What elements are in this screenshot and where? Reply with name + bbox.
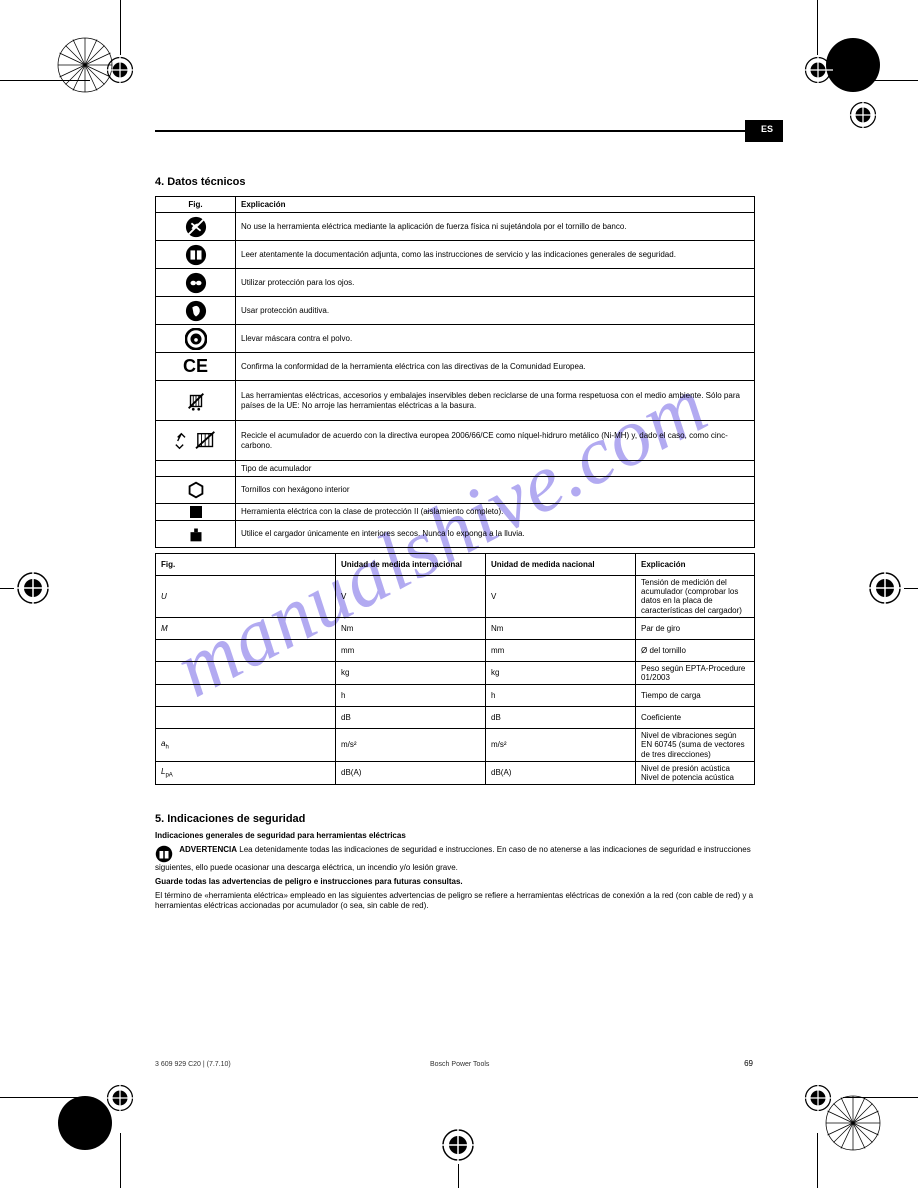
symbols-table: Fig. Explicación No use la herramienta e…: [155, 196, 755, 548]
spec-unit-intl: dB(A): [336, 761, 486, 784]
th-fig: Fig.: [156, 197, 236, 213]
spec-unit-intl: dB: [336, 707, 486, 729]
reg-mark-crosshair-tr2: [803, 55, 833, 85]
symbol-desc: Herramienta eléctrica con la clase de pr…: [236, 504, 755, 521]
spec-desc: Par de giro: [636, 617, 755, 639]
spec-symbol: [156, 639, 336, 661]
crop-line: [817, 0, 818, 55]
symbol-icon-goggles: [156, 269, 236, 297]
th-unit-intl: Unidad de medida internacional: [336, 554, 486, 576]
spec-unit-intl: mm: [336, 639, 486, 661]
safety-heading: Indicaciones generales de seguridad para…: [155, 831, 755, 841]
spec-desc: Peso según EPTA-Procedure 01/2003: [636, 661, 755, 684]
spec-desc: Ø del tornillo: [636, 639, 755, 661]
spec-desc: Tiempo de carga: [636, 685, 755, 707]
safety-warning-block: ADVERTENCIA Lea detenidamente todas las …: [155, 845, 755, 873]
spec-symbol: ah: [156, 729, 336, 762]
spec-symbol: M: [156, 617, 336, 639]
spec-desc: Coeficiente: [636, 707, 755, 729]
spec-desc: Tensión de medición del acumulador (comp…: [636, 576, 755, 618]
spec-unit-nat: V: [486, 576, 636, 618]
crop-line: [458, 1164, 459, 1188]
page-number: 69: [744, 1059, 753, 1068]
th-explanation: Explicación: [236, 197, 755, 213]
reg-mark-crosshair-bc: [440, 1127, 476, 1163]
symbol-icon-battery-recycle: [156, 421, 236, 461]
symbol-desc: Tornillos con hexágono interior: [236, 477, 755, 504]
spec-symbol: [156, 685, 336, 707]
symbol-icon-square: [156, 504, 236, 521]
crop-line: [0, 588, 14, 589]
reg-mark-crosshair-tr3: [848, 100, 878, 130]
spec-desc: Nivel de vibraciones según EN 60745 (sum…: [636, 729, 755, 762]
symbol-icon-no-hands: [156, 213, 236, 241]
reg-mark-crosshair-br2: [803, 1083, 833, 1113]
header-rule: [155, 130, 755, 132]
crop-line: [843, 80, 918, 81]
footer-doc-ref: 3 609 929 C20 | (7.7.10): [155, 1061, 231, 1068]
terminology-text: El término de «herramienta eléctrica» em…: [155, 891, 755, 911]
symbol-desc: Utilice el cargador únicamente en interi…: [236, 521, 755, 548]
symbol-icon-ear: [156, 297, 236, 325]
section-title-safety: 5. Indicaciones de seguridad: [155, 813, 755, 825]
symbol-icon-charger: [156, 521, 236, 548]
lang-tag: ES: [761, 124, 773, 134]
spec-desc: Nivel de presión acústica Nivel de poten…: [636, 761, 755, 784]
symbol-icon-manual: [156, 241, 236, 269]
reg-mark-crosshair-ml: [15, 570, 51, 606]
symbol-desc: Tipo de acumulador: [236, 461, 755, 477]
spec-unit-nat: kg: [486, 661, 636, 684]
symbol-icon-mask: [156, 325, 236, 353]
th-fig: Fig.: [156, 554, 336, 576]
spec-unit-nat: h: [486, 685, 636, 707]
symbol-desc: Usar protección auditiva.: [236, 297, 755, 325]
symbol-icon-ce: CE: [156, 353, 236, 381]
reg-mark-crosshair-mr: [867, 570, 903, 606]
spec-unit-intl: kg: [336, 661, 486, 684]
symbol-desc: Llevar máscara contra el polvo.: [236, 325, 755, 353]
manual-icon: [155, 845, 173, 863]
spec-unit-intl: m/s²: [336, 729, 486, 762]
spec-unit-nat: Nm: [486, 617, 636, 639]
symbol-icon-hex: [156, 477, 236, 504]
keep-instructions-text: Guarde todas las advertencias de peligro…: [155, 877, 755, 887]
crop-line: [120, 0, 121, 55]
crop-line: [0, 1097, 90, 1098]
spec-unit-intl: Nm: [336, 617, 486, 639]
symbol-desc: Leer atentamente la documentación adjunt…: [236, 241, 755, 269]
section-title-tech-data: 4. Datos técnicos: [155, 176, 755, 188]
crop-line: [0, 80, 90, 81]
spec-symbol: [156, 661, 336, 684]
warning-text: Lea detenidamente todas las indicaciones…: [155, 845, 751, 872]
th-desc: Explicación: [636, 554, 755, 576]
spec-symbol: U: [156, 576, 336, 618]
symbol-icon-weee: [156, 381, 236, 421]
crop-line: [120, 1133, 121, 1188]
specs-table: Fig. Unidad de medida internacional Unid…: [155, 553, 755, 785]
spec-unit-nat: dB(A): [486, 761, 636, 784]
symbol-desc: Recicle el acumulador de acuerdo con la …: [236, 421, 755, 461]
symbol-desc: Las herramientas eléctricas, accesorios …: [236, 381, 755, 421]
spec-unit-nat: dB: [486, 707, 636, 729]
crop-line: [904, 588, 918, 589]
spec-unit-nat: m/s²: [486, 729, 636, 762]
reg-mark-crosshair-tl2: [105, 55, 135, 85]
warning-label: ADVERTENCIA: [179, 845, 237, 854]
symbol-desc: Utilizar protección para los ojos.: [236, 269, 755, 297]
crop-line: [843, 1097, 918, 1098]
spec-symbol: [156, 707, 336, 729]
spec-unit-nat: mm: [486, 639, 636, 661]
spec-symbol: LpA: [156, 761, 336, 784]
crop-line: [817, 1133, 818, 1188]
symbol-desc: Confirma la conformidad de la herramient…: [236, 353, 755, 381]
reg-mark-crosshair-bl2: [105, 1083, 135, 1113]
symbol-icon-blank: [156, 461, 236, 477]
spec-unit-intl: V: [336, 576, 486, 618]
symbol-desc: No use la herramienta eléctrica mediante…: [236, 213, 755, 241]
footer-company: Bosch Power Tools: [430, 1061, 489, 1068]
spec-unit-intl: h: [336, 685, 486, 707]
th-unit-nat: Unidad de medida nacional: [486, 554, 636, 576]
